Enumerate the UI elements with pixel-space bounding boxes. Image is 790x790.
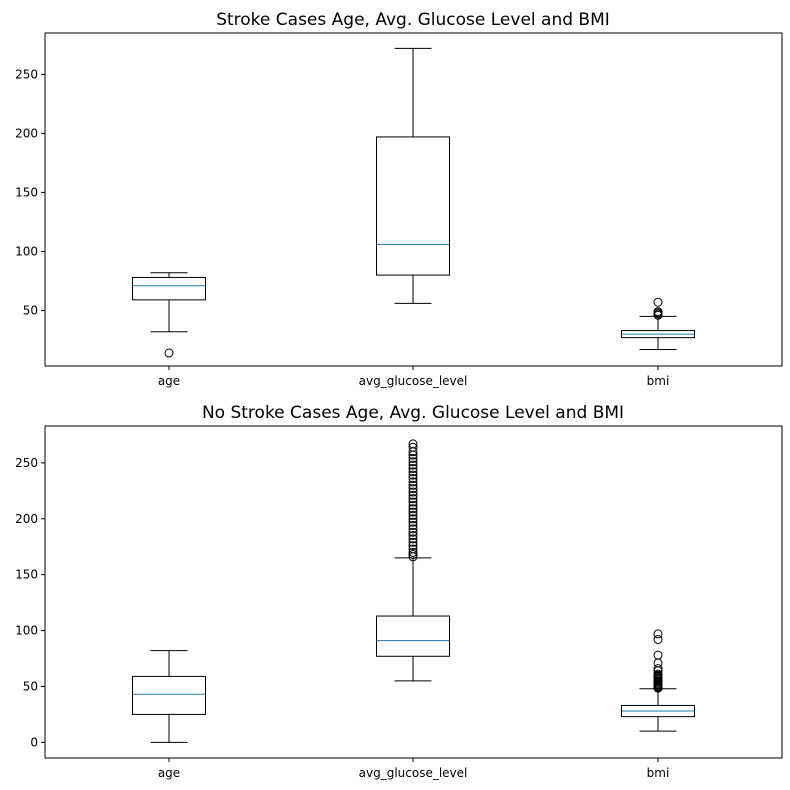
outlier-point (408, 453, 418, 463)
outlier-point (653, 297, 663, 307)
outlier-point (408, 507, 418, 517)
x-tick-label: bmi (647, 374, 670, 388)
y-tick-label: 200 (15, 126, 38, 140)
outlier-point (408, 500, 418, 510)
y-tick-label: 100 (15, 624, 38, 638)
outlier-point (408, 484, 418, 494)
outlier-point (408, 457, 418, 467)
outlier-point (408, 474, 418, 484)
outlier-point (653, 669, 663, 679)
outlier-point (408, 537, 418, 547)
y-tick-label: 150 (15, 568, 38, 582)
y-tick-label: 100 (15, 244, 38, 258)
outlier-point (408, 510, 418, 520)
x-tick-label: bmi (647, 766, 670, 780)
outlier-point (408, 480, 418, 490)
x-tick-label: avg_glucose_level (359, 766, 468, 780)
stroke-cases-plot: 50 100 150 200 250 age avg_glucose_level bmi (15, 32, 783, 388)
outlier-point (408, 460, 418, 470)
y-tick-label: 50 (23, 304, 38, 318)
chart-title-stroke: Stroke Cases Age, Avg. Glucose Level and… (216, 10, 610, 30)
no-stroke-cases-plot: 0 50 100 150 200 250 age avg_glucose_level bmi (15, 425, 783, 780)
outlier-point (408, 544, 418, 554)
outlier-point (408, 541, 418, 551)
outlier-point (408, 504, 418, 514)
outlier-point (408, 467, 418, 477)
y-tick-label: 0 (30, 735, 38, 749)
box-iqr (132, 675, 206, 715)
outlier-point (653, 629, 663, 639)
outlier-point (408, 534, 418, 544)
outlier-point (408, 470, 418, 480)
y-tick-label: 250 (15, 456, 38, 470)
outlier-point (408, 514, 418, 524)
box-iqr (376, 136, 450, 276)
outlier-point (408, 517, 418, 527)
outlier-point (408, 477, 418, 487)
outlier-point (408, 463, 418, 473)
outlier-point (408, 550, 418, 560)
box-iqr (376, 615, 450, 657)
outlier-point (408, 439, 418, 449)
x-tick-label: age (158, 766, 180, 780)
outlier-point (653, 635, 663, 645)
outlier-point (408, 494, 418, 504)
outlier-point (408, 527, 418, 537)
outlier-point (408, 520, 418, 530)
outlier-point (653, 650, 663, 660)
box-iqr (132, 276, 206, 301)
outlier-point (653, 307, 663, 317)
x-tick-label: age (158, 374, 180, 388)
outlier-point (653, 658, 663, 668)
chart-title-no-stroke: No Stroke Cases Age, Avg. Glucose Level … (202, 403, 624, 423)
outlier-point (408, 497, 418, 507)
outlier-point (408, 547, 418, 557)
outlier-point (408, 531, 418, 541)
outlier-point (408, 487, 418, 497)
outlier-point (408, 442, 418, 452)
y-tick-label: 200 (15, 512, 38, 526)
y-tick-label: 150 (15, 185, 38, 199)
y-tick-label: 250 (15, 67, 38, 81)
x-tick-label: avg_glucose_level (359, 374, 468, 388)
outlier-point (408, 490, 418, 500)
outlier-point (164, 348, 174, 358)
outlier-point (408, 524, 418, 534)
outlier-point (653, 664, 663, 674)
y-tick-label: 50 (23, 679, 38, 693)
